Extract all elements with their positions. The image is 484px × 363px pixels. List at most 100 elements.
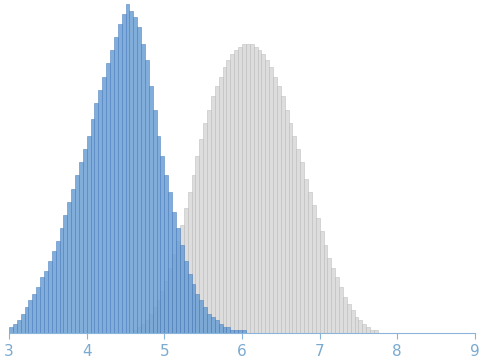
Bar: [137, 327, 141, 334]
Bar: [48, 261, 52, 334]
Bar: [110, 50, 114, 334]
Bar: [165, 175, 168, 334]
Bar: [83, 149, 87, 334]
Bar: [196, 156, 199, 334]
Bar: [230, 54, 234, 334]
Bar: [261, 54, 265, 334]
Bar: [304, 179, 308, 334]
Bar: [141, 44, 145, 334]
Bar: [157, 301, 161, 334]
Bar: [199, 139, 203, 334]
Bar: [203, 123, 207, 334]
Bar: [323, 245, 327, 334]
Bar: [203, 307, 207, 334]
Bar: [114, 37, 118, 334]
Bar: [17, 320, 21, 334]
Bar: [121, 14, 125, 334]
Bar: [207, 314, 211, 334]
Bar: [25, 307, 29, 334]
Bar: [180, 245, 184, 334]
Bar: [52, 251, 56, 334]
Bar: [269, 67, 273, 334]
Bar: [145, 320, 149, 334]
Bar: [211, 96, 215, 334]
Bar: [308, 192, 312, 334]
Bar: [184, 208, 188, 334]
Bar: [172, 254, 176, 334]
Bar: [327, 258, 332, 334]
Bar: [219, 323, 223, 334]
Bar: [168, 268, 172, 334]
Bar: [281, 96, 285, 334]
Bar: [292, 136, 296, 334]
Bar: [145, 60, 149, 334]
Bar: [223, 67, 227, 334]
Bar: [29, 301, 32, 334]
Bar: [129, 11, 133, 334]
Bar: [355, 317, 359, 334]
Bar: [227, 327, 230, 334]
Bar: [242, 44, 246, 334]
Bar: [335, 277, 339, 334]
Bar: [63, 215, 67, 334]
Bar: [339, 287, 343, 334]
Bar: [184, 261, 188, 334]
Bar: [106, 64, 110, 334]
Bar: [288, 123, 292, 334]
Bar: [300, 162, 304, 334]
Bar: [207, 110, 211, 334]
Bar: [277, 86, 281, 334]
Bar: [250, 44, 254, 334]
Bar: [75, 175, 79, 334]
Bar: [370, 330, 374, 334]
Bar: [359, 320, 363, 334]
Bar: [149, 86, 152, 334]
Bar: [188, 274, 192, 334]
Bar: [363, 323, 366, 334]
Bar: [234, 50, 238, 334]
Bar: [285, 110, 288, 334]
Bar: [71, 188, 75, 334]
Bar: [230, 330, 234, 334]
Bar: [254, 47, 257, 334]
Bar: [351, 310, 355, 334]
Bar: [79, 162, 83, 334]
Bar: [257, 50, 261, 334]
Bar: [141, 323, 145, 334]
Bar: [227, 60, 230, 334]
Bar: [67, 202, 71, 334]
Bar: [219, 77, 223, 334]
Bar: [125, 4, 129, 334]
Bar: [44, 271, 48, 334]
Bar: [215, 320, 219, 334]
Bar: [9, 327, 13, 334]
Bar: [102, 77, 106, 334]
Bar: [13, 323, 17, 334]
Bar: [265, 60, 269, 334]
Bar: [157, 136, 161, 334]
Bar: [242, 330, 246, 334]
Bar: [176, 228, 180, 334]
Bar: [87, 136, 91, 334]
Bar: [36, 287, 40, 334]
Bar: [199, 301, 203, 334]
Bar: [161, 291, 165, 334]
Bar: [238, 330, 242, 334]
Bar: [152, 110, 157, 334]
Bar: [343, 297, 347, 334]
Bar: [332, 268, 335, 334]
Bar: [223, 327, 227, 334]
Bar: [176, 241, 180, 334]
Bar: [98, 90, 102, 334]
Bar: [238, 47, 242, 334]
Bar: [32, 294, 36, 334]
Bar: [211, 317, 215, 334]
Bar: [172, 212, 176, 334]
Bar: [273, 77, 277, 334]
Bar: [60, 228, 63, 334]
Bar: [374, 330, 378, 334]
Bar: [188, 192, 192, 334]
Bar: [246, 44, 250, 334]
Bar: [316, 218, 319, 334]
Bar: [137, 27, 141, 334]
